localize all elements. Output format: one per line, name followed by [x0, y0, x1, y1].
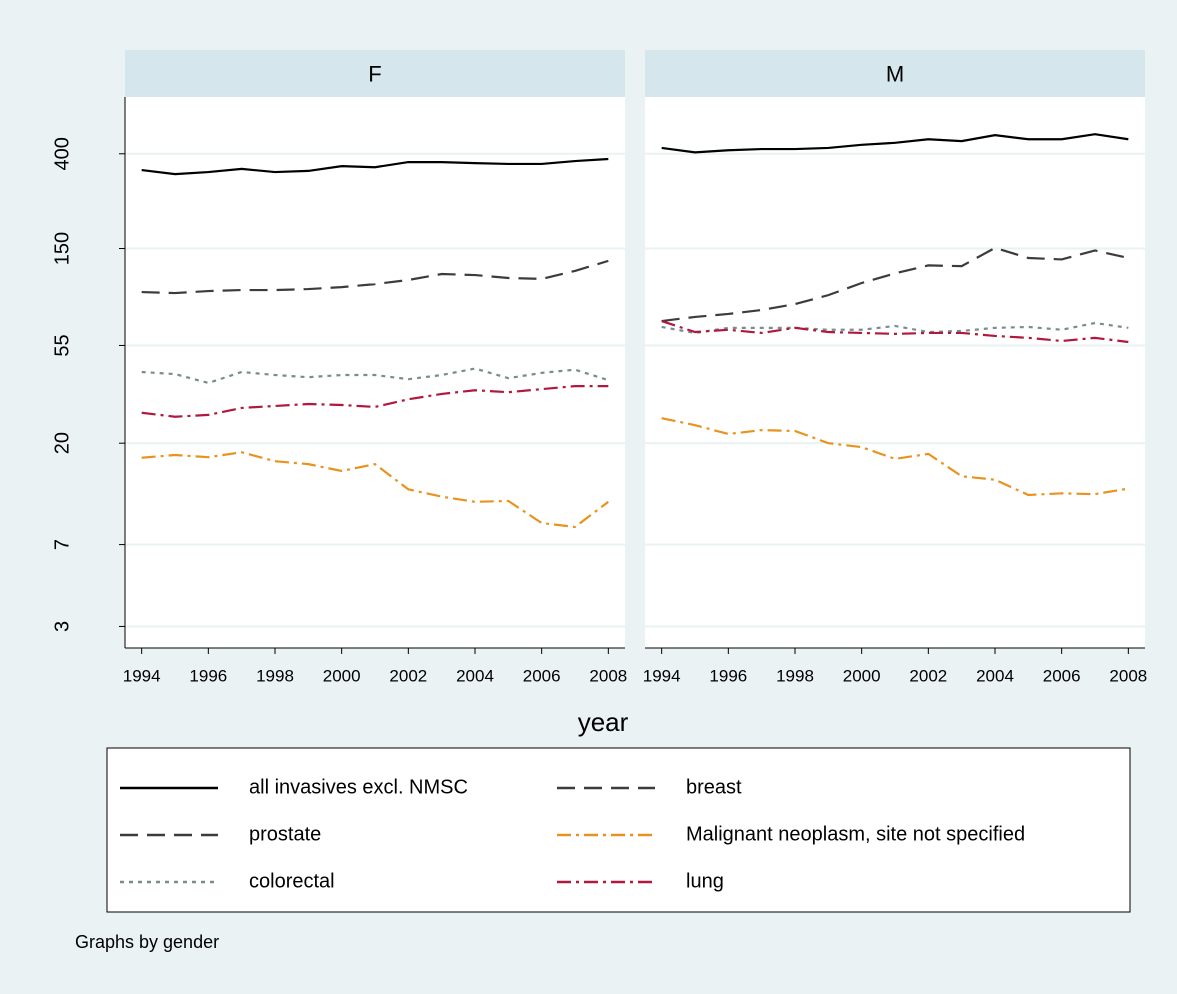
legend-label: prostate — [249, 823, 321, 845]
panel-header — [125, 50, 625, 97]
x-tick-label: 1998 — [256, 666, 294, 685]
x-tick-label: 2002 — [389, 666, 427, 685]
x-tick-label: 2000 — [323, 666, 361, 685]
series-line — [141, 259, 609, 295]
series-line — [141, 157, 609, 176]
note: Graphs by gender — [75, 932, 219, 952]
x-tick-label: 2006 — [523, 666, 561, 685]
x-tick-label: 1996 — [189, 666, 227, 685]
plot-area — [645, 97, 1145, 648]
series-line — [661, 417, 1129, 497]
legend-label: all invasives excl. NMSC — [249, 776, 468, 798]
legend-label: Malignant neoplasm, site not specified — [686, 823, 1025, 845]
y-tick-label: 20 — [51, 432, 73, 454]
panel-header — [645, 50, 1145, 97]
x-tick-label: 2004 — [456, 666, 494, 685]
x-tick-label: 1996 — [709, 666, 747, 685]
series-line — [141, 451, 609, 529]
series-line — [661, 320, 1129, 344]
legend-label: colorectal — [249, 870, 335, 892]
y-tick-label: 150 — [51, 232, 73, 265]
x-tick-label: 2002 — [909, 666, 947, 685]
legend-label: breast — [686, 776, 742, 798]
legend-box — [106, 747, 1131, 913]
y-tick-label: 400 — [51, 137, 73, 170]
panel-title: M — [886, 61, 904, 86]
x-tick-label: 2004 — [976, 666, 1014, 685]
x-tick-label: 2000 — [843, 666, 881, 685]
x-tick-label: 2006 — [1043, 666, 1081, 685]
x-tick-label: 2008 — [589, 666, 627, 685]
x-tick-label: 2008 — [1109, 666, 1147, 685]
x-axis-label: year — [578, 707, 629, 737]
y-tick-label: 55 — [51, 334, 73, 356]
y-tick-label: 7 — [51, 539, 73, 550]
series-line — [661, 133, 1129, 154]
x-tick-label: 1994 — [643, 666, 681, 685]
series-line — [661, 321, 1129, 335]
series-line — [141, 367, 609, 385]
y-tick-label: 3 — [51, 621, 73, 632]
series-line — [141, 385, 609, 418]
x-tick-label: 1994 — [123, 666, 161, 685]
panel-title: F — [368, 61, 381, 86]
x-tick-label: 1998 — [776, 666, 814, 685]
legend-label: lung — [686, 870, 724, 892]
